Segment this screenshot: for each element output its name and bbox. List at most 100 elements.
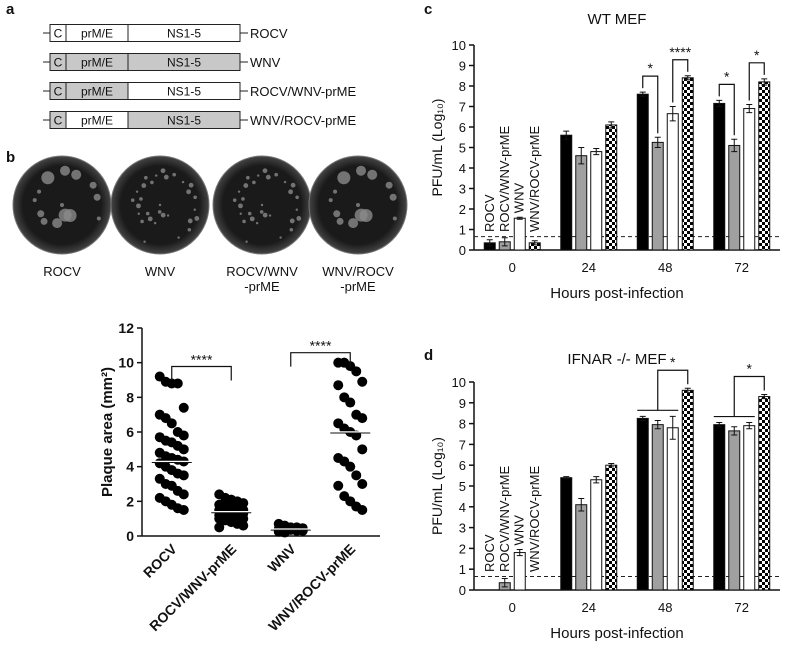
segment-label: C xyxy=(54,114,63,128)
error-bar xyxy=(746,103,753,114)
significance-label: * xyxy=(648,60,654,76)
bar xyxy=(728,144,741,251)
plaque-spot xyxy=(187,218,193,224)
plaque-spot xyxy=(295,195,299,200)
data-point xyxy=(297,525,308,536)
plaque-spot xyxy=(136,203,141,209)
y-tick-label: 0 xyxy=(459,583,466,598)
significance-label: **** xyxy=(310,338,332,354)
x-tick-label: 24 xyxy=(582,260,596,275)
plaque-spot xyxy=(289,218,295,224)
plaque-spot xyxy=(255,221,259,225)
plaque-spot xyxy=(60,203,64,207)
data-point xyxy=(357,479,368,489)
significance-label: **** xyxy=(191,352,213,368)
error-bar xyxy=(578,147,585,165)
plaque-spot xyxy=(389,193,397,201)
data-point xyxy=(351,470,362,481)
plaque-spot xyxy=(296,216,302,221)
plaque-spot xyxy=(262,212,268,218)
plaque-spot xyxy=(252,180,256,185)
y-tick-label: 5 xyxy=(459,479,466,494)
y-tick-label: 9 xyxy=(459,396,466,411)
bar xyxy=(636,417,649,591)
significance-label: * xyxy=(670,354,676,370)
bar xyxy=(636,93,649,251)
segment-label: NS1-5 xyxy=(167,85,201,99)
construct-label: ROCV/WNV-prME xyxy=(250,84,357,99)
plaque-spot xyxy=(274,172,278,177)
bar xyxy=(743,425,756,591)
data-point xyxy=(178,470,189,481)
bar xyxy=(590,151,603,251)
plaque-spot xyxy=(238,203,243,209)
error-bar xyxy=(639,415,646,421)
error-bar xyxy=(654,419,661,430)
plaque-spot xyxy=(155,174,158,177)
x-tick-label: 48 xyxy=(658,600,672,615)
plaque-spot xyxy=(295,208,298,211)
error-bar xyxy=(593,148,600,156)
plaque-spot xyxy=(262,168,268,174)
error-bar xyxy=(531,240,538,246)
data-point xyxy=(345,461,356,472)
bar xyxy=(575,155,588,251)
plaque-spot xyxy=(135,190,139,193)
plaque-spot xyxy=(37,189,42,194)
plaque-spot xyxy=(71,169,82,180)
segment-label: C xyxy=(54,27,63,41)
bar xyxy=(651,141,664,251)
bar xyxy=(513,217,526,251)
y-tick-label: 6 xyxy=(459,120,466,135)
y-tick-label: 4 xyxy=(126,459,134,475)
plaque-spot xyxy=(354,208,368,222)
significance-bracket xyxy=(657,369,689,411)
plaque-spot xyxy=(58,208,72,222)
genome-segment xyxy=(127,82,241,100)
bar xyxy=(605,124,618,251)
segment-label: C xyxy=(54,85,63,99)
plaque-spot xyxy=(157,210,162,214)
plaque-spot xyxy=(356,165,367,176)
error-bar xyxy=(731,426,738,436)
data-point xyxy=(178,402,189,413)
plaque-spot xyxy=(367,169,378,180)
photo-label: WNV xyxy=(145,264,176,279)
data-point xyxy=(214,522,225,533)
error-bar xyxy=(578,497,585,512)
x-tick-label: 0 xyxy=(509,600,516,615)
plaque-spot xyxy=(337,171,351,185)
bar xyxy=(651,424,664,591)
error-bar xyxy=(501,237,508,247)
legend-label: ROCV xyxy=(482,194,497,232)
panel-label: a xyxy=(6,1,15,18)
bar xyxy=(590,479,603,591)
plaque-spot xyxy=(283,180,287,184)
plaque-spot xyxy=(137,212,140,215)
error-bar xyxy=(608,463,615,468)
plaque-spot xyxy=(147,216,153,222)
error-bar xyxy=(669,106,676,122)
plaque-spot xyxy=(139,197,143,201)
plaque-spot xyxy=(96,216,101,221)
x-tick-label: 0 xyxy=(509,260,516,275)
y-axis-label: PFU/mL (Log₁₀) xyxy=(429,437,445,535)
error-bar xyxy=(639,91,646,97)
significance-bracket xyxy=(718,83,735,136)
plaque-spot xyxy=(160,212,166,218)
plaque-spot xyxy=(187,227,192,232)
bar xyxy=(713,424,726,591)
error-bar xyxy=(593,476,600,484)
y-tick-label: 0 xyxy=(459,243,466,258)
plaque-spot xyxy=(140,219,144,224)
plaque-spot xyxy=(333,210,341,218)
bar xyxy=(758,81,771,251)
plaque-spot xyxy=(144,175,148,180)
plaque-spot xyxy=(130,198,135,202)
plaque-spot xyxy=(289,227,294,232)
chart-title: WT MEF xyxy=(588,11,647,28)
y-tick-label: 10 xyxy=(118,355,134,371)
error-bar xyxy=(486,239,493,247)
plaque-spot xyxy=(89,181,97,189)
y-tick-label: 5 xyxy=(459,141,466,156)
